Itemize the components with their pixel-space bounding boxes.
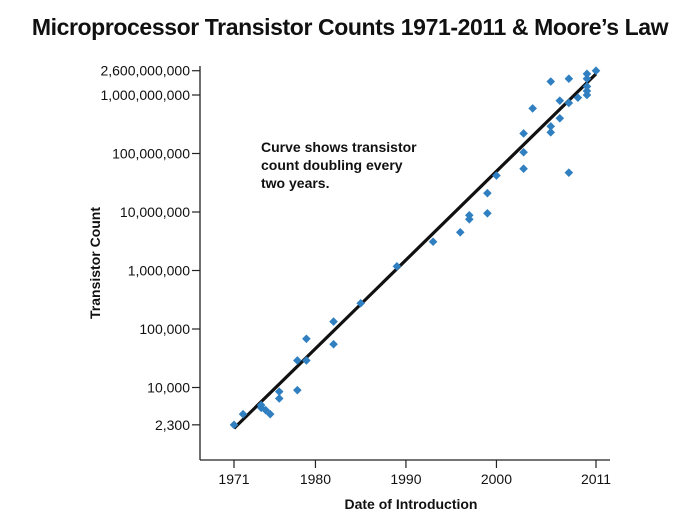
data-point [564,74,574,83]
data-point [256,400,266,410]
annotation-line-2: count doubling every [261,157,403,173]
data-point [238,409,248,419]
data-point [428,237,438,247]
data-point [519,164,528,173]
x-axis-label: Date of Introduction [345,496,478,512]
data-point [483,188,492,198]
chart-title: Microprocessor Transistor Counts 1971-20… [31,14,669,40]
data-point [564,168,574,177]
data-point [519,147,528,157]
data-point [265,409,275,419]
y-tick-label: 10,000,000 [120,204,190,220]
annotation-line-3: two years. [261,175,329,191]
data-point [519,129,528,138]
data-point [546,77,556,86]
y-tick-label: 2,300 [155,417,190,433]
data-point [573,93,583,102]
data-point [582,74,592,83]
y-ticks: 2,300 10,000 100,000 1,000,000 10,000,000 100… [100,63,200,433]
x-tick-label: 2000 [481,471,512,487]
data-point [528,104,537,113]
data-point [582,86,592,96]
data-point [302,334,311,344]
x-tick-label: 2011 [581,471,611,487]
trend-line-layer [232,72,598,430]
annotation-line-1: Curve shows transistor [261,139,417,155]
y-axis-label: Transistor Count [87,207,103,319]
data-point [261,405,270,415]
y-tick-label: 10,000 [147,380,190,396]
y-tick-label: 100,000 [139,321,190,337]
data-point [392,261,402,271]
axes [199,66,610,461]
data-point [455,227,465,237]
data-point [591,66,601,76]
data-point [555,96,565,105]
x-tick-label: 1971 [218,471,249,487]
data-point [293,356,302,365]
y-tick-label: 1,000,000 [128,263,190,279]
moores-law-line [232,72,598,430]
data-point [564,98,574,108]
data-point [329,339,338,349]
x-ticks: 1971 1980 1990 2000 2011 [218,460,611,487]
data-point [546,122,556,131]
data-point [329,317,338,326]
data-point [483,209,492,218]
data-points-layer [229,66,601,430]
x-tick-label: 1990 [390,471,421,487]
data-point [274,394,284,403]
data-point [302,356,311,365]
data-point [582,82,592,91]
data-point [356,298,365,308]
data-point [465,210,474,220]
data-point [274,387,284,396]
data-point [492,171,501,180]
data-point [555,113,565,123]
data-point [582,69,592,79]
y-tick-label: 1,000,000,000 [100,87,190,103]
y-tick-label: 100,000,000 [112,146,190,162]
data-point [546,128,556,137]
x-tick-label: 1980 [300,471,331,487]
y-tick-label: 2,600,000,000 [100,63,190,79]
data-point [293,385,302,395]
annotation: Curve shows transistor count doubling ev… [261,139,417,191]
data-point [229,420,239,430]
